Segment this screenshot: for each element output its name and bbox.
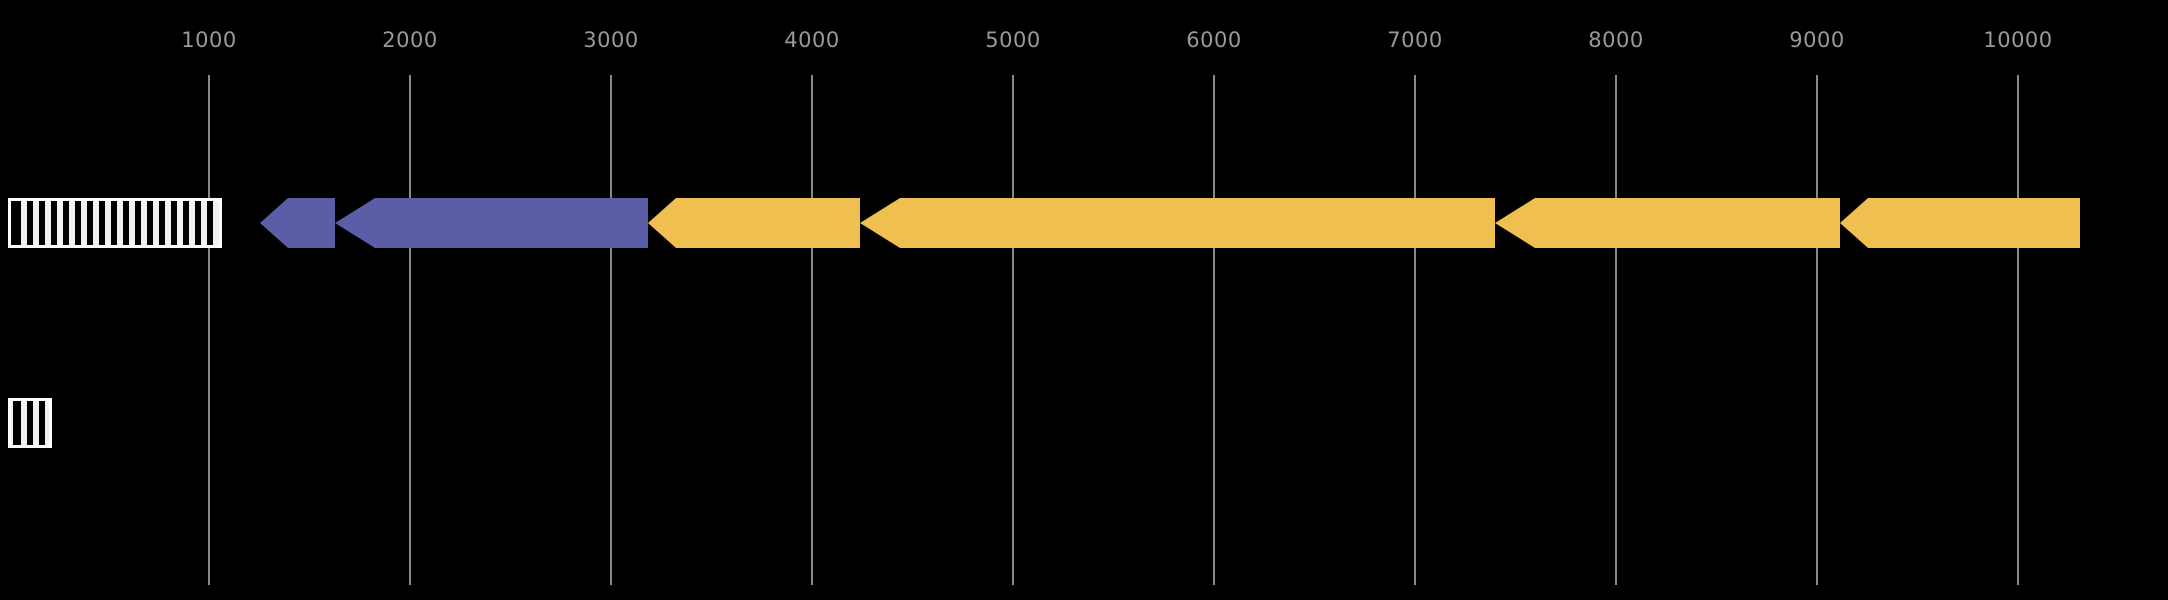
axis-gridline (1816, 75, 1818, 585)
axis-tick-label: 2000 (382, 28, 438, 52)
axis-gridline (208, 75, 210, 585)
feature-yellow-3[interactable] (1495, 198, 1840, 248)
axis-gridline (1615, 75, 1617, 585)
track-1 (0, 198, 2168, 248)
feature-hatch-2[interactable] (8, 398, 52, 448)
axis-tick-label: 9000 (1789, 28, 1845, 52)
axis-tick-label: 6000 (1186, 28, 1242, 52)
feature-purple-2[interactable] (335, 198, 648, 248)
feature-yellow-1[interactable] (648, 198, 860, 248)
axis-tick-label: 4000 (784, 28, 840, 52)
axis-tick-label: 3000 (583, 28, 639, 52)
axis-tick-label: 8000 (1588, 28, 1644, 52)
axis-gridline (1012, 75, 1014, 585)
feature-yellow-2[interactable] (860, 198, 1495, 248)
feature-purple-1[interactable] (260, 198, 335, 248)
feature-yellow-4[interactable] (1840, 198, 2080, 248)
axis-tick-label: 7000 (1387, 28, 1443, 52)
axis-tick-label: 1000 (181, 28, 237, 52)
axis-tick-label: 10000 (1983, 28, 2053, 52)
axis-gridline (1213, 75, 1215, 585)
axis-gridline (2017, 75, 2019, 585)
feature-hatch-1[interactable] (8, 198, 222, 248)
axis-gridline (409, 75, 411, 585)
track-2 (0, 398, 2168, 448)
axis-gridline (811, 75, 813, 585)
axis-tick-label: 5000 (985, 28, 1041, 52)
axis-gridline (1414, 75, 1416, 585)
axis-gridline (610, 75, 612, 585)
